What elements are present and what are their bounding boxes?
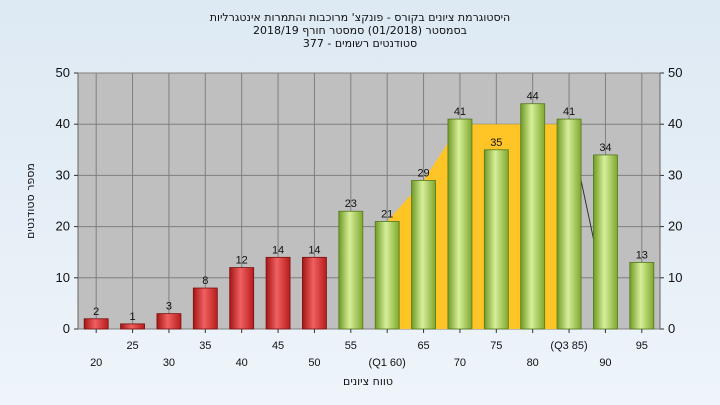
chart-title-line-3: 377 - סטודנטים רשומים <box>303 37 417 50</box>
ytick-label-left-0: 0 <box>63 321 70 336</box>
ytick-label-left-30: 30 <box>56 167 70 182</box>
y-axis-label: מספר סטודנטים <box>24 163 37 239</box>
bar-55 <box>338 210 364 330</box>
bar-70 <box>447 118 473 330</box>
xtick-label-20: 20 <box>90 357 102 369</box>
bar-35 <box>192 287 218 330</box>
xtick-label-40: 40 <box>236 357 248 369</box>
data-label-90: 34 <box>599 142 611 154</box>
bar-50 <box>302 256 327 330</box>
xtick-label-50: 50 <box>308 357 320 369</box>
data-label-60: 21 <box>381 208 393 220</box>
xtick-label-25: 25 <box>126 340 138 352</box>
xtick-label-85: (Q3 85) <box>550 340 587 352</box>
xtick-label-45: 45 <box>272 340 284 352</box>
data-label-30: 3 <box>166 301 172 313</box>
data-label-95: 13 <box>636 249 648 261</box>
ytick-label-right-40: 40 <box>668 116 682 131</box>
x-axis-label: טווח ציונים <box>343 375 393 388</box>
bar-90 <box>593 154 618 330</box>
xtick-label-80: 80 <box>527 357 539 369</box>
data-label-70: 41 <box>454 106 466 118</box>
xtick-label-60: (Q1 60) <box>369 357 406 369</box>
bar-80 <box>520 103 546 330</box>
bar-45 <box>265 256 291 330</box>
data-label-35: 8 <box>202 275 208 287</box>
chart-title-line-2: בסמסטר (01/2018) סמסטר חורף 2018/19 <box>253 24 467 37</box>
xtick-label-55: 55 <box>345 340 357 352</box>
bar-95 <box>629 262 655 330</box>
ytick-label-left-50: 50 <box>56 65 70 80</box>
bar-20 <box>83 318 109 330</box>
xtick-label-30: 30 <box>163 357 175 369</box>
data-label-50: 14 <box>308 244 320 256</box>
ytick-label-left-40: 40 <box>56 116 70 131</box>
data-label-55: 23 <box>345 198 357 210</box>
bar-25 <box>120 323 145 330</box>
ytick-label-left-20: 20 <box>56 219 70 234</box>
data-label-85: 41 <box>563 106 575 118</box>
ytick-label-right-20: 20 <box>668 219 682 234</box>
data-label-20: 2 <box>93 306 99 318</box>
data-label-45: 14 <box>272 244 284 256</box>
ytick-label-right-50: 50 <box>668 65 682 80</box>
data-label-25: 1 <box>130 311 136 323</box>
ytick-label-left-10: 10 <box>56 270 70 285</box>
ytick-label-right-10: 10 <box>668 270 682 285</box>
bar-30 <box>156 313 182 330</box>
ytick-label-right-0: 0 <box>668 321 675 336</box>
bar-75 <box>483 149 509 330</box>
data-label-80: 44 <box>527 91 539 103</box>
xtick-label-70: 70 <box>454 357 466 369</box>
xtick-label-90: 90 <box>599 357 611 369</box>
bar-85 <box>556 118 582 330</box>
xtick-label-95: 95 <box>636 340 648 352</box>
xtick-label-65: 65 <box>417 340 429 352</box>
data-label-65: 29 <box>417 168 429 180</box>
data-label-75: 35 <box>490 137 502 149</box>
xtick-label-35: 35 <box>199 340 211 352</box>
ytick-label-right-30: 30 <box>668 167 682 182</box>
bar-60 <box>374 221 400 330</box>
bar-40 <box>229 267 255 330</box>
data-label-40: 12 <box>236 255 248 267</box>
chart-title-line-1: היסטוגרמת ציונים בקורס - פונקצ' מרוכבות … <box>210 11 511 24</box>
xtick-label-75: 75 <box>490 340 502 352</box>
bar-65 <box>411 180 436 330</box>
